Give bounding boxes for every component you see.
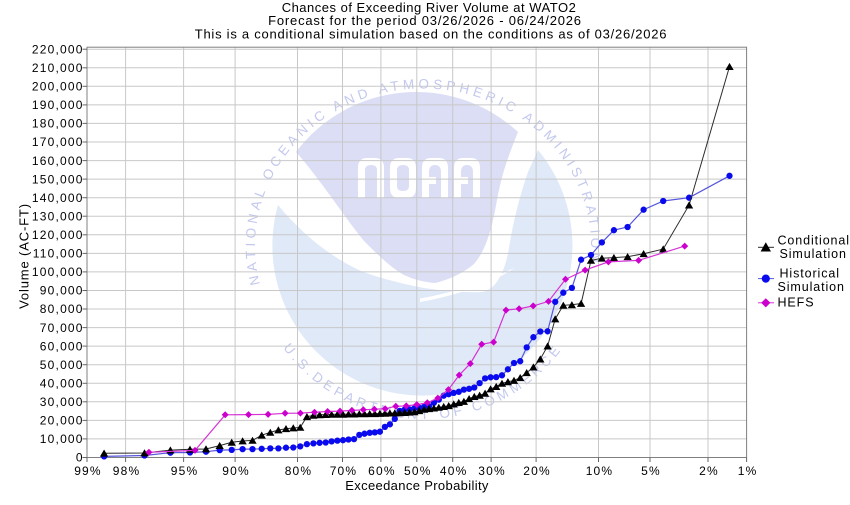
- svg-text:HEFS: HEFS: [778, 295, 815, 309]
- svg-text:140,000: 140,000: [32, 191, 84, 205]
- svg-text:60,000: 60,000: [40, 339, 84, 353]
- svg-text:110,000: 110,000: [33, 247, 84, 261]
- svg-text:130,000: 130,000: [32, 209, 84, 223]
- svg-text:80,000: 80,000: [40, 302, 84, 316]
- svg-text:99%: 99%: [74, 464, 102, 478]
- svg-text:20%: 20%: [523, 464, 551, 478]
- svg-text:80%: 80%: [285, 464, 313, 478]
- svg-text:150,000: 150,000: [32, 172, 84, 186]
- svg-text:1%: 1%: [738, 464, 758, 478]
- svg-text:Conditional: Conditional: [778, 233, 850, 247]
- svg-text:10%: 10%: [586, 464, 614, 478]
- svg-text:170,000: 170,000: [32, 135, 84, 149]
- svg-text:Historical: Historical: [780, 267, 840, 281]
- svg-text:40%: 40%: [440, 464, 468, 478]
- svg-text:90,000: 90,000: [40, 284, 84, 298]
- svg-text:120,000: 120,000: [32, 228, 84, 242]
- svg-text:100,000: 100,000: [32, 265, 84, 279]
- svg-text:50%: 50%: [404, 464, 432, 478]
- svg-text:50,000: 50,000: [40, 358, 84, 372]
- svg-text:20,000: 20,000: [40, 414, 84, 428]
- svg-text:60%: 60%: [368, 464, 396, 478]
- svg-text:160,000: 160,000: [32, 154, 84, 168]
- svg-text:70,000: 70,000: [40, 321, 84, 335]
- svg-text:Exceedance Probability: Exceedance Probability: [345, 478, 489, 493]
- svg-text:220,000: 220,000: [32, 42, 84, 56]
- svg-text:40,000: 40,000: [40, 377, 84, 391]
- svg-text:30,000: 30,000: [40, 395, 84, 409]
- svg-text:200,000: 200,000: [32, 80, 84, 94]
- svg-text:Chances of Exceeding River Vol: Chances of Exceeding River Volume at WAT…: [282, 0, 577, 15]
- svg-text:0: 0: [76, 451, 84, 465]
- svg-text:10,000: 10,000: [40, 432, 84, 446]
- svg-text:Simulation: Simulation: [780, 247, 847, 261]
- svg-text:180,000: 180,000: [32, 117, 84, 131]
- svg-text:95%: 95%: [171, 464, 199, 478]
- svg-text:This is a conditional simulati: This is a conditional simulation based o…: [195, 27, 667, 42]
- svg-text:5%: 5%: [641, 464, 661, 478]
- svg-text:190,000: 190,000: [32, 98, 84, 112]
- svg-text:Simulation: Simulation: [778, 280, 845, 294]
- svg-text:30%: 30%: [478, 464, 506, 478]
- svg-text:70%: 70%: [330, 464, 358, 478]
- svg-text:90%: 90%: [222, 464, 250, 478]
- svg-text:Forecast for the period 03/26/: Forecast for the period 03/26/2026 - 06/…: [268, 13, 582, 28]
- svg-text:98%: 98%: [113, 464, 141, 478]
- svg-text:210,000: 210,000: [32, 61, 84, 75]
- svg-text:Volume (AC-FT): Volume (AC-FT): [17, 203, 32, 309]
- svg-text:2%: 2%: [699, 464, 719, 478]
